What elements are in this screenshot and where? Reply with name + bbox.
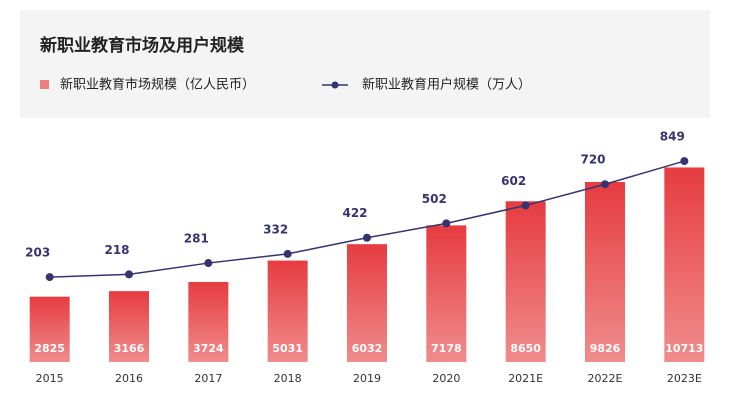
line-value-label: 332	[263, 222, 288, 236]
bar-value-label: 10713	[665, 342, 703, 355]
x-tick-label: 2017	[194, 372, 222, 385]
bar	[347, 244, 387, 362]
x-tick-label: 2020	[432, 372, 460, 385]
line-value-label: 720	[580, 153, 605, 167]
bar	[267, 260, 308, 362]
bar	[426, 225, 467, 362]
bar-value-label: 3166	[114, 342, 145, 355]
line-point	[521, 201, 530, 210]
bar	[29, 296, 70, 362]
bar	[585, 182, 625, 362]
line-point	[283, 249, 292, 258]
line-value-label: 849	[660, 130, 685, 144]
line-value-label: 422	[342, 206, 367, 220]
x-tick-label: 2023E	[667, 372, 702, 385]
bar	[664, 167, 705, 362]
bar-value-label: 2825	[34, 342, 65, 355]
x-tick-label: 2019	[353, 372, 381, 385]
line-value-label: 602	[501, 174, 526, 188]
bar	[188, 281, 229, 362]
x-tick-label: 2018	[274, 372, 302, 385]
legend-label: 新职业教育用户规模（万人）	[362, 77, 531, 93]
bar-value-label: 5031	[272, 342, 303, 355]
line-point	[442, 219, 451, 228]
line-value-label: 203	[25, 246, 50, 260]
line-point	[125, 270, 133, 279]
x-tick-label: 2016	[115, 372, 143, 385]
line-point	[45, 273, 54, 282]
line-value-label: 502	[422, 192, 447, 206]
legend-swatch	[40, 80, 49, 89]
line-point	[363, 233, 371, 242]
x-tick-label: 2021E	[508, 372, 543, 385]
bar-value-label: 6032	[352, 342, 383, 355]
bar-value-label: 9826	[590, 342, 621, 355]
x-tick-label: 2015	[36, 372, 64, 385]
x-tick-label: 2022E	[588, 372, 623, 385]
line-point	[680, 157, 689, 166]
bar	[505, 201, 546, 362]
legend-dot	[331, 81, 339, 89]
line-value-label: 281	[184, 232, 209, 246]
bar-value-label: 3724	[193, 342, 224, 355]
line-point	[204, 259, 213, 268]
line-value-label: 218	[104, 243, 129, 257]
chart-title: 新职业教育市场及用户规模	[40, 35, 245, 56]
bar	[109, 291, 149, 362]
bar-value-label: 8650	[510, 342, 541, 355]
bar-value-label: 7178	[431, 342, 462, 355]
header-panel	[20, 10, 710, 118]
legend-label: 新职业教育市场规模（亿人民币）	[60, 77, 255, 93]
line-point	[601, 180, 609, 189]
